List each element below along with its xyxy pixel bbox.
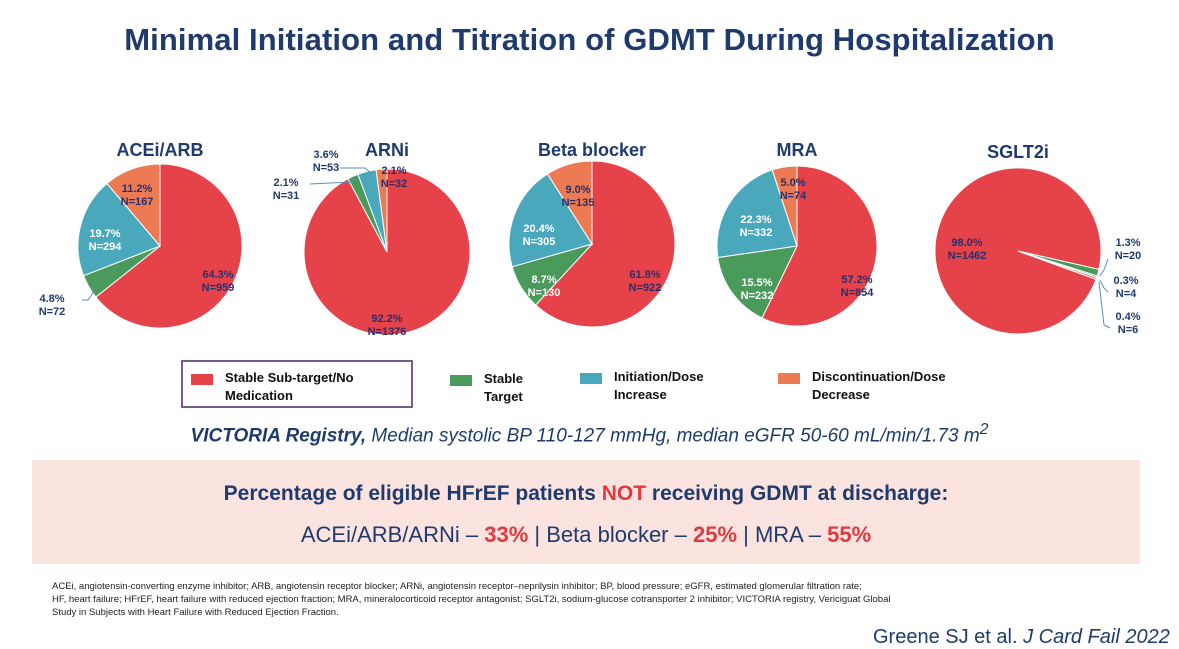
registry-details: Median systolic BP 110-127 mmHg, median … bbox=[366, 425, 980, 447]
pie-charts: ACEi/ARB 64.3% N=959 4.8% N=72 19.7% N=294 11.2… bbox=[39, 140, 1142, 338]
pie-slice-stable-subtarget bbox=[934, 167, 1102, 335]
pie-data-label: 4.8% N=72 bbox=[39, 293, 66, 318]
summary-banner: Percentage of eligible HFrEF patients NO… bbox=[32, 460, 1140, 564]
legend-item-stable-target: Stable Target bbox=[450, 370, 523, 406]
stat-label: ACEi/ARB/ARNi – bbox=[300, 522, 485, 547]
pie-data-label: 64.3% N=959 bbox=[202, 269, 235, 294]
stat-label: MRA – bbox=[754, 522, 828, 547]
pie-acei-arb: ACEi/ARB 64.3% N=959 4.8% N=72 19.7% N=294 11.2… bbox=[39, 140, 243, 329]
pie-sglt2i: SGLT2i 98.0% N=1462 1.3% N=20 0.3% N=4 0.4% N=6 bbox=[934, 142, 1142, 336]
legend-item-initiation: Initiation/Dose Increase bbox=[580, 368, 704, 404]
leader-line bbox=[1099, 258, 1109, 277]
legend-label: Decrease bbox=[812, 387, 870, 402]
banner-heading-text: Percentage of eligible HFrEF patients bbox=[223, 482, 602, 505]
legend: Stable Sub-target/No Medication Stable Tar… bbox=[0, 360, 1179, 412]
legend-label: Target bbox=[484, 389, 523, 404]
stat-value: 25% bbox=[692, 522, 738, 547]
pie-data-label: 98.0% N=1462 bbox=[948, 237, 987, 262]
pie-slice-discontinuation bbox=[546, 160, 593, 246]
pie-slice-discontinuation bbox=[106, 163, 161, 248]
legend-label: Discontinuation/Dose bbox=[812, 369, 946, 384]
pie-data-label: 0.4% N=6 bbox=[1115, 311, 1140, 336]
pie-data-label: 22.3% N=332 bbox=[740, 214, 773, 239]
leader-line bbox=[309, 177, 359, 185]
banner-stats: ACEi/ARB/ARNi – 33% | Beta blocker – 25%… bbox=[32, 522, 1140, 548]
registry-caption: VICTORIA Registry, Median systolic BP 11… bbox=[0, 421, 1179, 447]
legend-label: Increase bbox=[614, 387, 667, 402]
legend-item-stable-subtarget: Stable Sub-target/No Medication bbox=[191, 369, 354, 405]
pie-data-label: 15.5% N=232 bbox=[741, 277, 774, 302]
pie-data-label: 2.1% N=32 bbox=[381, 165, 408, 190]
footnote-line: Study in Subjects with Heart Failure wit… bbox=[52, 607, 339, 618]
pie-data-label: 57.2% N=854 bbox=[841, 274, 875, 299]
legend-swatch-green bbox=[450, 375, 472, 386]
pie-data-label: 19.7% N=294 bbox=[89, 228, 123, 253]
stat-value: 55% bbox=[827, 522, 872, 547]
registry-name: VICTORIA Registry, bbox=[190, 425, 367, 447]
legend-swatch-orange bbox=[778, 373, 800, 384]
leader-line bbox=[1099, 279, 1109, 293]
pie-title: ACEi/ARB bbox=[116, 140, 203, 160]
pie-data-label: 92.2% N=1376 bbox=[368, 313, 407, 338]
pie-slice-discontinuation bbox=[375, 168, 388, 253]
leader-line bbox=[82, 289, 96, 301]
legend-swatch-teal bbox=[580, 373, 602, 384]
registry-superscript: 2 bbox=[979, 421, 989, 438]
pie-data-label: 9.0% N=135 bbox=[562, 184, 595, 209]
pie-slice-stable-subtarget bbox=[535, 160, 676, 328]
footnote-line: ACEi, angiotensin-converting enzyme inhi… bbox=[52, 581, 862, 592]
legend-item-discontinuation: Discontinuation/Dose Decrease bbox=[778, 368, 946, 404]
pie-data-label: 11.2% N=167 bbox=[121, 183, 154, 208]
leader-line bbox=[340, 167, 373, 175]
legend-swatch-red bbox=[191, 374, 213, 385]
pie-data-label: 8.7% N=130 bbox=[528, 274, 561, 299]
pie-data-label: 20.4% N=305 bbox=[523, 223, 556, 248]
pie-slice-initiation bbox=[77, 182, 161, 277]
pie-slice-initiation bbox=[508, 173, 593, 268]
pie-title: MRA bbox=[777, 140, 818, 160]
pie-slice-discontinuation bbox=[771, 165, 798, 247]
legend-label: Medication bbox=[225, 388, 293, 403]
banner-not-emphasis: NOT bbox=[601, 482, 647, 505]
pie-data-label: 3.6% N=53 bbox=[313, 149, 340, 174]
legend-label: Initiation/Dose bbox=[614, 369, 704, 384]
pie-slice-initiation bbox=[716, 169, 798, 259]
stat-separator: | bbox=[528, 522, 547, 547]
pie-title: ARNi bbox=[365, 140, 409, 160]
pie-data-label: 61.8% N=922 bbox=[629, 269, 662, 294]
pie-title: Beta blocker bbox=[538, 140, 646, 160]
pie-beta-blocker: Beta blocker 61.8% N=922 8.7% N=130 20.4% N=30… bbox=[508, 140, 676, 328]
pie-data-label: 5.0% N=74 bbox=[780, 177, 807, 202]
legend-label: Stable Sub-target/No bbox=[225, 370, 354, 385]
legend-label: Stable bbox=[484, 371, 524, 386]
legend-highlight-box bbox=[181, 360, 413, 408]
pie-title: SGLT2i bbox=[987, 142, 1049, 162]
pie-slice-discontinuation bbox=[1017, 250, 1098, 281]
pie-mra: MRA 57.2% N=854 15.5% N=232 22.3% N=332 5.0% N=7… bbox=[716, 140, 878, 327]
stat-separator: | bbox=[737, 522, 755, 547]
pie-data-label: 0.3% N=4 bbox=[1113, 275, 1138, 300]
pie-slice-stable-subtarget bbox=[95, 163, 243, 329]
abbreviations-footnote: ACEi, angiotensin-converting enzyme inhi… bbox=[52, 580, 1132, 619]
pie-slice-stable-target bbox=[717, 245, 798, 319]
banner-heading-text: receiving GDMT at discharge: bbox=[646, 482, 949, 505]
citation-journal: J Card Fail 2022 bbox=[1023, 626, 1170, 648]
leader-line bbox=[1098, 281, 1111, 329]
stat-value: 33% bbox=[484, 522, 529, 547]
pie-arni: ARNi 92.2% N=1376 2.1% N=31 3.6% N=53 2.1% N=32 bbox=[273, 140, 471, 338]
pie-data-label: 1.3% N=20 bbox=[1115, 237, 1142, 262]
banner-heading: Percentage of eligible HFrEF patients NO… bbox=[32, 482, 1140, 506]
footnote-line: HF, heart failure; HFrEF, heart failure … bbox=[52, 594, 891, 605]
pie-data-label: 2.1% N=31 bbox=[273, 177, 300, 202]
slide-title: Minimal Initiation and Titration of GDMT… bbox=[124, 22, 1055, 57]
citation-authors: Greene SJ et al. bbox=[873, 626, 1024, 648]
stat-label: Beta blocker – bbox=[546, 522, 693, 547]
pie-slice-stable-subtarget bbox=[761, 165, 878, 327]
